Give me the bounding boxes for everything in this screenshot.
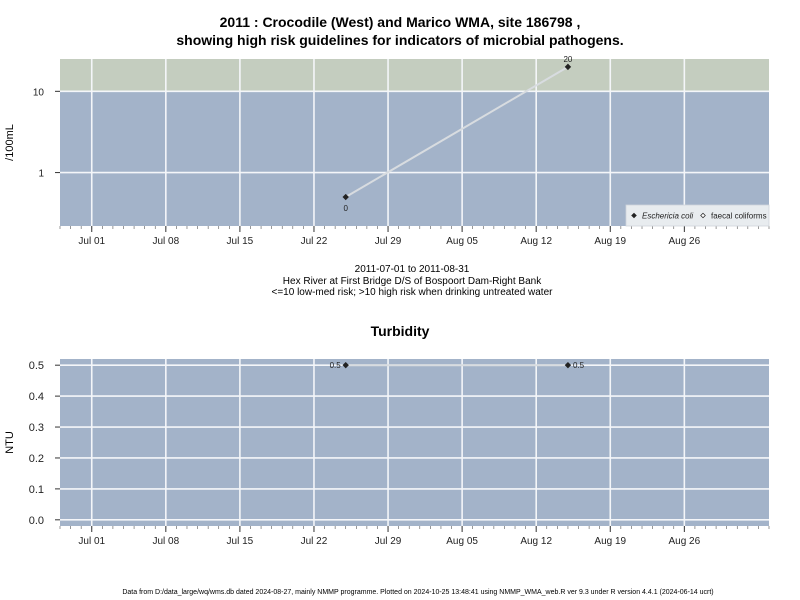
y-tick-label: 1 (38, 169, 44, 180)
x-tick-label: Jul 08 (152, 536, 179, 547)
legend-marker-open (700, 212, 706, 219)
y-tick-label: 0.4 (29, 391, 44, 403)
y-axis-label: NTU (4, 431, 16, 454)
y-tick-label: 0.5 (29, 360, 44, 372)
series-line (345, 66, 569, 198)
x-tick-label: Jul 22 (301, 536, 328, 547)
y-tick-label: 10 (33, 87, 45, 98)
x-tick-label: Aug 26 (668, 536, 700, 547)
x-tick-label: Jul 29 (375, 536, 402, 547)
y-axis-label: /100mL (4, 124, 16, 161)
high-risk-band (60, 59, 769, 92)
date-range: 2011-07-01 to 2011-08-31 (354, 264, 470, 275)
x-tick-label: Aug 05 (446, 236, 478, 247)
x-tick-label: Jul 15 (227, 236, 254, 247)
x-tick-label: Jul 01 (78, 236, 105, 247)
data-point (342, 193, 349, 201)
site-description: Hex River at First Bridge D/S of Bospoor… (282, 276, 542, 287)
legend-marker-filled (631, 212, 637, 219)
plot-panel-2 (60, 359, 769, 526)
footer-note: Data from D:/data_large/wq/wms.db dated … (122, 589, 714, 596)
chart-title-line-1: 2011 : Crocodile (West) and Marico WMA, … (219, 14, 581, 30)
data-point (564, 63, 572, 71)
x-tick-label: Aug 26 (668, 236, 700, 247)
y-tick-label: 0.3 (29, 422, 44, 434)
data-label: 0.5 (330, 361, 342, 370)
data-point (564, 361, 572, 369)
risk-note: <=10 low-med risk; >10 high risk when dr… (271, 287, 553, 298)
legend-label: faecal coliforms (711, 212, 767, 221)
data-point (342, 361, 349, 369)
y-tick-label: 0.1 (29, 484, 44, 496)
x-tick-label: Jul 29 (375, 236, 402, 247)
data-label: 0 (343, 204, 348, 213)
x-tick-label: Jul 01 (78, 536, 105, 547)
chart-title-line-2: showing high risk guidelines for indicat… (176, 32, 624, 48)
x-tick-label: Jul 22 (301, 236, 328, 247)
x-tick-label: Aug 12 (520, 536, 552, 547)
x-tick-label: Jul 15 (227, 536, 254, 547)
data-label: 20 (563, 55, 572, 64)
x-tick-label: Aug 19 (594, 236, 626, 247)
legend: Eschericia coli faecal coliforms (625, 204, 770, 227)
y-tick-label: 0.0 (29, 515, 44, 527)
y-tick-label: 0.2 (29, 453, 44, 465)
data-label: 0.5 (573, 361, 585, 370)
x-tick-label: Aug 12 (520, 236, 552, 247)
legend-box (625, 204, 770, 227)
x-tick-label: Aug 05 (446, 536, 478, 547)
turbidity-title: Turbidity (370, 323, 430, 339)
legend-label: Eschericia coli (642, 212, 693, 221)
x-tick-label: Jul 08 (152, 236, 179, 247)
x-tick-label: Aug 19 (594, 536, 626, 547)
